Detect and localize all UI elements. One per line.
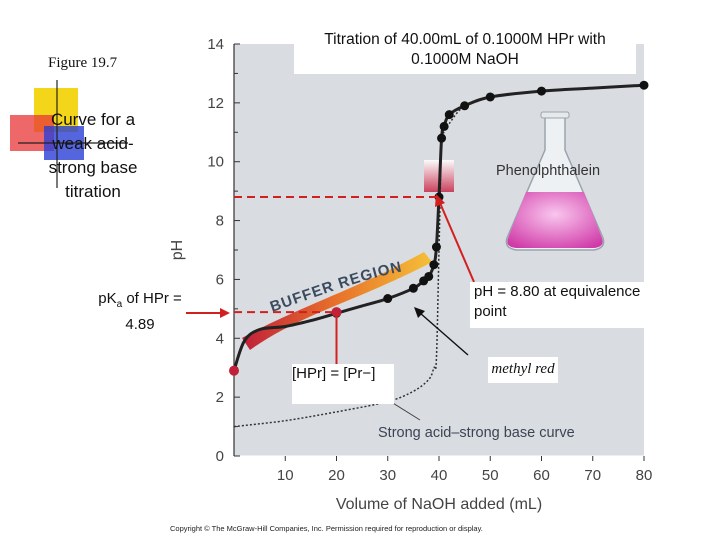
figure-label: Figure 19.7 — [48, 55, 118, 71]
x-tick-label: 50 — [482, 467, 499, 484]
y-tick-label: 4 — [216, 330, 224, 347]
half-equivalence-label: [HPr] = [Pr−] — [292, 364, 394, 404]
pka-label: pKa of HPr = 4.89 — [84, 289, 196, 335]
x-tick-label: 80 — [636, 467, 653, 484]
data-point — [460, 101, 470, 111]
copyright-notice: Copyright © The McGraw-Hill Companies, I… — [170, 524, 483, 533]
side-title: Curve for a weak acid-strong base titrat… — [48, 110, 138, 201]
data-point — [537, 86, 546, 96]
decorative-squares — [10, 80, 128, 188]
data-point — [439, 121, 449, 131]
x-tick-label: 70 — [584, 467, 601, 484]
x-axis-label: Volume of NaOH added (mL) — [336, 496, 542, 513]
y-tick-label: 8 — [216, 213, 224, 230]
flask-illustration — [505, 111, 605, 251]
y-tick-label: 10 — [207, 154, 224, 171]
y-tick-label: 0 — [216, 448, 224, 465]
data-point — [444, 110, 454, 120]
x-tick-label: 10 — [277, 467, 294, 484]
data-point — [408, 283, 418, 293]
methyl-red-label: methyl red — [488, 357, 558, 383]
pka-label-rest: of HPr = 4.89 — [122, 290, 182, 333]
data-point — [429, 260, 439, 270]
y-axis-label: pH — [169, 240, 186, 260]
data-point — [485, 92, 495, 102]
pka-label-subscript: a — [116, 299, 123, 310]
y-tick-label: 6 — [216, 271, 224, 288]
methyl-red-arrow — [419, 312, 469, 356]
phenolphthalein-label: Phenolphthalein — [496, 163, 600, 179]
data-point — [431, 242, 441, 252]
x-tick-label: 60 — [533, 467, 550, 484]
x-tick-label: 30 — [379, 467, 396, 484]
equivalence-label: pH = 8.80 at equivalence point — [470, 282, 644, 328]
chart-title: Titration of 40.00mL of 0.1000M HPr with… — [294, 30, 636, 74]
weak-acid-curve-line — [232, 83, 645, 372]
strong-curve-label: Strong acid–strong base curve — [378, 425, 575, 441]
y-tick-label: 14 — [207, 36, 224, 53]
x-tick-label: 20 — [328, 467, 345, 484]
equivalence-arrow — [439, 202, 475, 283]
data-point — [437, 133, 447, 143]
y-tick-label: 12 — [207, 95, 224, 112]
data-point — [383, 294, 393, 304]
data-point — [424, 271, 434, 281]
data-point — [639, 80, 649, 90]
pka-label-main: pK — [98, 290, 117, 307]
x-tick-label: 40 — [431, 467, 448, 484]
y-tick-label: 2 — [216, 389, 224, 406]
start-point — [229, 365, 239, 376]
